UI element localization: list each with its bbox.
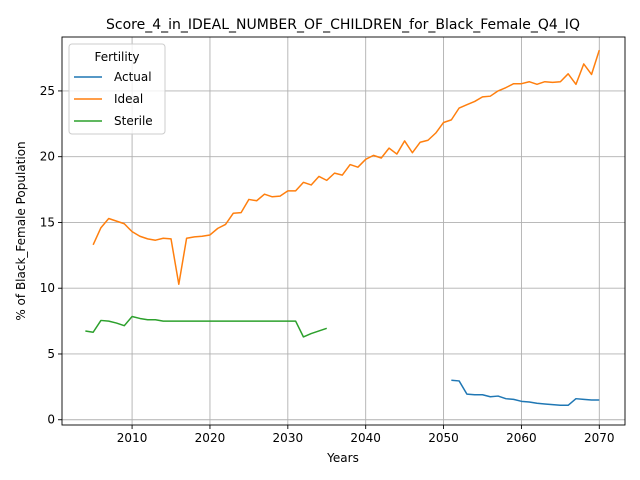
legend-label-sterile: Sterile (114, 114, 153, 128)
legend-title: Fertility (94, 50, 139, 64)
chart-title: Score_4_in_IDEAL_NUMBER_OF_CHILDREN_for_… (106, 17, 580, 33)
series-line-sterile (85, 315, 327, 338)
y-tick-label: 0 (47, 413, 55, 427)
legend-entries: Actual Ideal Sterile (74, 70, 153, 128)
legend: Fertility Actual Ideal Sterile (68, 43, 166, 135)
legend-box (68, 43, 166, 135)
x-tick-label: 2060 (506, 431, 537, 445)
grid (62, 37, 625, 425)
series-lines (85, 49, 601, 407)
x-tick-label: 2050 (428, 431, 459, 445)
series-line-ideal (92, 49, 601, 286)
y-axis-label: % of Black_Female Population (14, 141, 28, 320)
x-tick-label: 2010 (117, 431, 148, 445)
y-tick-label: 25 (40, 84, 55, 98)
legend-label-ideal: Ideal (114, 92, 143, 106)
series-line-actual (451, 379, 600, 407)
plot-frame (61, 36, 626, 426)
x-tick-label: 2040 (350, 431, 381, 445)
x-tick-label: 2020 (195, 431, 226, 445)
x-tick-label: 2030 (273, 431, 304, 445)
y-tick-label: 5 (47, 347, 55, 361)
x-tick-label: 2070 (584, 431, 615, 445)
y-tick-label: 10 (40, 281, 55, 295)
y-tick-label: 15 (40, 215, 55, 229)
axis-ticks: 2010 2020 2030 2040 2050 2060 2070 0 5 10 15 20 25 (40, 84, 615, 445)
y-tick-label: 20 (40, 150, 55, 164)
legend-label-actual: Actual (114, 70, 152, 84)
x-axis-label: Years (326, 451, 359, 465)
